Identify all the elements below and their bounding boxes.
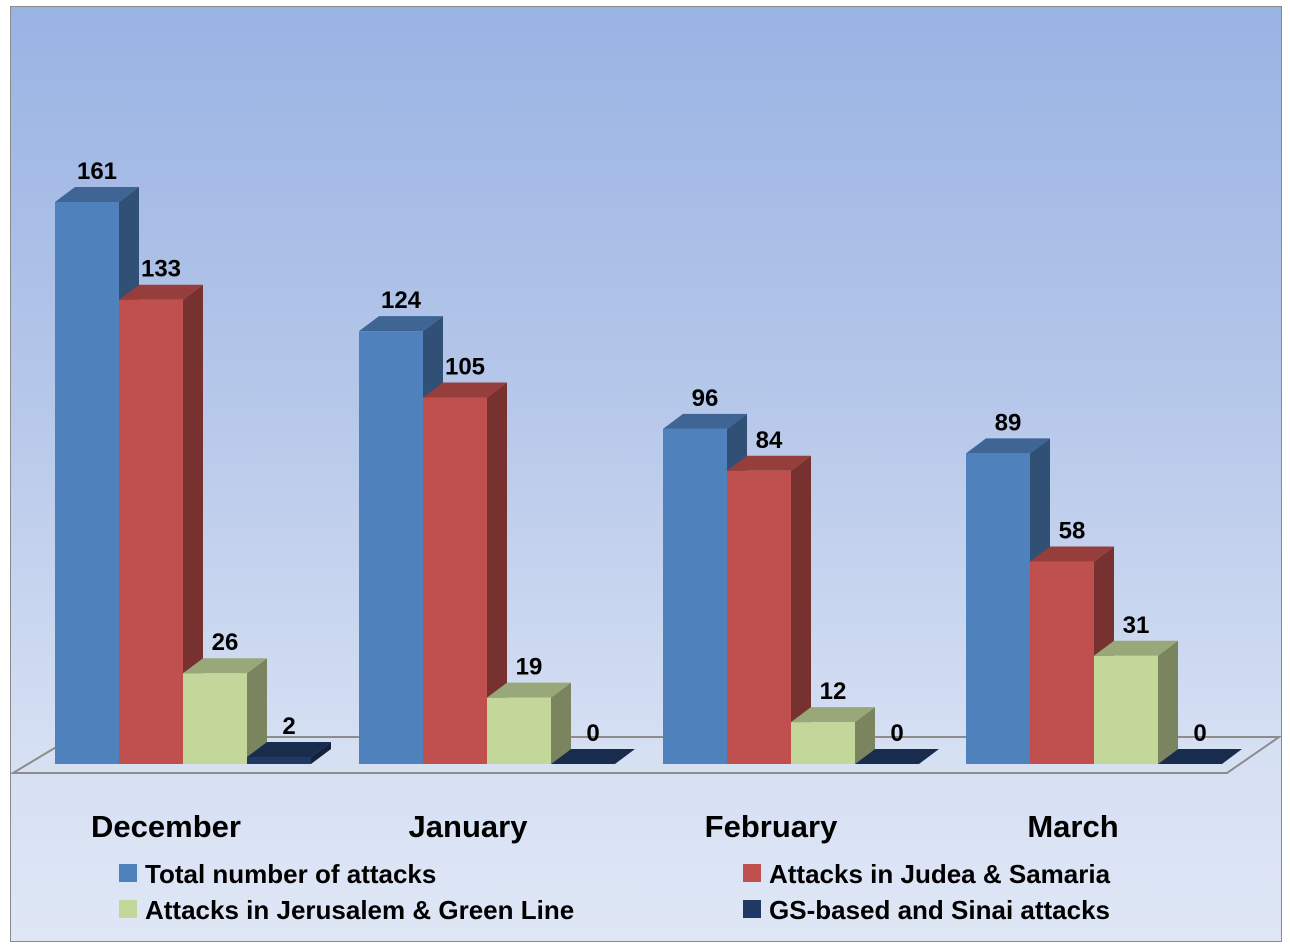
bar-front-face [119, 299, 183, 764]
chart-legend: Total number of attacks Attacks in Judea … [119, 859, 1111, 925]
bar-top-face [423, 382, 507, 398]
chart-frame: 161 133 26 2 124 105 19 0 96 84 12 0 89 58 31 0 Decembe… [10, 6, 1282, 942]
legend-label: Total number of attacks [145, 859, 436, 889]
bar-january-gs-based-and-sinai-attacks [551, 749, 635, 764]
bar-side-face [487, 382, 507, 764]
bar-side-face [1158, 640, 1178, 764]
value-label-february-attacks-in-jerusalem-green-line: 12 [820, 678, 847, 705]
bar-side-face [311, 742, 331, 764]
value-label-january-attacks-in-judea-samaria: 105 [445, 353, 485, 380]
bar-front-face [423, 397, 487, 764]
bar-front-face [359, 331, 423, 764]
bar-top-face [791, 707, 875, 723]
bar-february-gs-based-and-sinai-attacks [855, 749, 939, 764]
bar-front-face [663, 428, 727, 764]
bar-march-gs-based-and-sinai-attacks [1158, 749, 1242, 764]
value-label-december-attacks-in-judea-samaria: 133 [141, 256, 181, 283]
value-label-february-gs-based-and-sinai-attacks: 0 [890, 720, 903, 747]
bar-december-gs-based-and-sinai-attacks [247, 742, 331, 764]
value-label-february-total-number-of-attacks: 96 [692, 385, 719, 412]
chart-category-labels: December January February March [91, 809, 1119, 844]
bar-january-attacks-in-jerusalem-green-line [487, 682, 571, 764]
bar-side-face [551, 682, 571, 764]
bar-march-attacks-in-jerusalem-green-line [1094, 640, 1178, 764]
bar-top-face [855, 749, 939, 764]
legend-label: GS-based and Sinai attacks [769, 895, 1110, 925]
value-label-january-total-number-of-attacks: 124 [381, 287, 422, 314]
bar-front-face [55, 202, 119, 764]
category-label-february: February [705, 809, 838, 844]
bar-top-face [1094, 640, 1178, 656]
category-label-january: January [409, 809, 529, 844]
value-label-january-gs-based-and-sinai-attacks: 0 [586, 720, 599, 747]
legend-item-gs-based-and-sinai-attacks: GS-based and Sinai attacks [743, 895, 1110, 925]
value-label-december-gs-based-and-sinai-attacks: 2 [282, 713, 295, 740]
value-label-december-attacks-in-jerusalem-green-line: 26 [212, 629, 239, 656]
bar-top-face [247, 742, 331, 758]
legend-label: Attacks in Jerusalem & Green Line [145, 895, 574, 925]
bar-side-face [247, 658, 267, 764]
bar-february-attacks-in-jerusalem-green-line [791, 707, 875, 764]
legend-item-attacks-in-judea-samaria: Attacks in Judea & Samaria [743, 859, 1111, 889]
bar-top-face [359, 316, 443, 332]
bar-side-face [183, 284, 203, 764]
legend-label: Attacks in Judea & Samaria [769, 859, 1111, 889]
bar-top-face [1030, 546, 1114, 562]
value-label-december-total-number-of-attacks: 161 [77, 158, 117, 185]
bar-front-face [183, 673, 247, 764]
bar-front-face [791, 722, 855, 764]
bar-front-face [487, 697, 551, 764]
category-label-march: March [1027, 809, 1118, 844]
legend-swatch [743, 900, 761, 918]
bar-top-face [1158, 749, 1242, 764]
value-label-february-attacks-in-judea-samaria: 84 [756, 427, 783, 454]
legend-item-attacks-in-jerusalem-green-line: Attacks in Jerusalem & Green Line [119, 895, 574, 925]
bar-front-face [247, 757, 311, 764]
legend-swatch [119, 900, 137, 918]
floor-outline [11, 736, 1281, 774]
bar-front-face [727, 470, 791, 764]
value-label-march-attacks-in-judea-samaria: 58 [1059, 518, 1086, 545]
value-label-march-gs-based-and-sinai-attacks: 0 [1193, 720, 1206, 747]
bar-top-face [487, 682, 571, 698]
bar-top-face [551, 749, 635, 764]
chart-floor [11, 736, 1281, 774]
bar-top-face [55, 187, 139, 202]
bar-december-attacks-in-judea-samaria [119, 284, 203, 764]
bar-front-face [1094, 655, 1158, 764]
bar-side-face [791, 455, 811, 764]
chart-bars [55, 187, 1242, 764]
bar-december-attacks-in-jerusalem-green-line [183, 658, 267, 764]
legend-swatch [743, 864, 761, 882]
bar-front-face [1030, 561, 1094, 764]
bar-top-face [727, 455, 811, 471]
bar-february-attacks-in-judea-samaria [727, 455, 811, 764]
category-label-december: December [91, 809, 241, 844]
value-label-march-total-number-of-attacks: 89 [995, 409, 1022, 436]
legend-item-total-number-of-attacks: Total number of attacks [119, 859, 436, 889]
bar-top-face [183, 658, 267, 674]
bar-top-face [966, 438, 1050, 454]
value-label-january-attacks-in-jerusalem-green-line: 19 [516, 654, 543, 681]
bar-top-face [119, 284, 203, 300]
bar-january-attacks-in-judea-samaria [423, 382, 507, 764]
bar-top-face [663, 413, 747, 429]
value-label-march-attacks-in-jerusalem-green-line: 31 [1123, 612, 1150, 639]
bar-side-face [855, 707, 875, 764]
bar-front-face [966, 453, 1030, 764]
legend-swatch [119, 864, 137, 882]
